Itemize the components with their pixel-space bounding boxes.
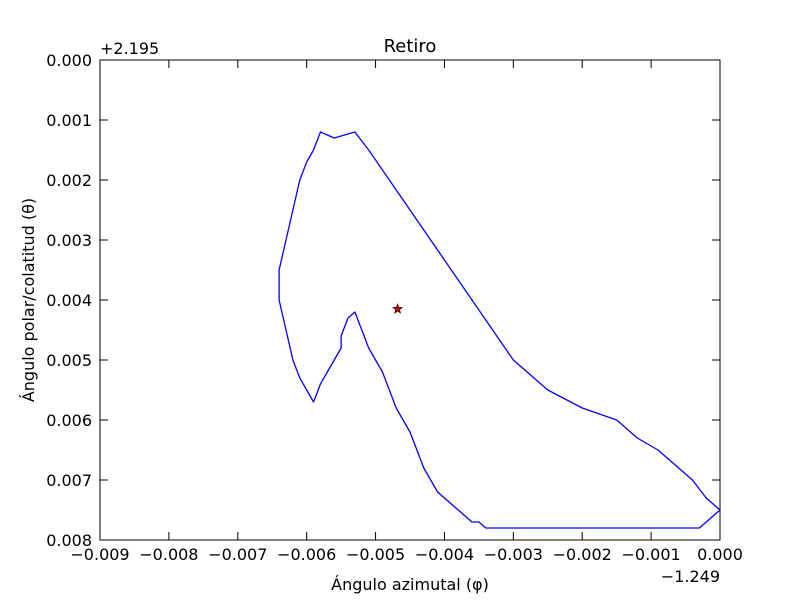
plot-content	[278, 131, 721, 529]
chart-title: Retiro	[384, 36, 437, 57]
x-tick-label: −0.005	[346, 545, 405, 564]
y-axis-label: Ángulo polar/colatitud (θ)	[19, 198, 38, 402]
y-tick-label: 0.002	[46, 171, 92, 190]
y-tick-label: 0.004	[46, 291, 92, 310]
x-tick-label: −0.007	[208, 545, 267, 564]
x-tick-label: −0.003	[484, 545, 543, 564]
y-offset-label: +2.195	[100, 39, 159, 58]
boundary-line	[278, 131, 721, 529]
y-tick-label: 0.007	[46, 471, 92, 490]
star-marker-icon	[392, 303, 404, 314]
x-tick-label: −0.002	[553, 545, 612, 564]
x-tick-label: −0.006	[277, 545, 336, 564]
y-tick-label: 0.001	[46, 111, 92, 130]
y-tick-label: 0.003	[46, 231, 92, 250]
y-tick-label: 0.008	[46, 531, 92, 550]
x-axis-ticks: −0.009 −0.008 −0.007 −0.006 −0.005 −0.004 −0.0…	[70, 60, 743, 564]
y-tick-label: 0.000	[46, 51, 92, 70]
x-axis-label: Ángulo azimutal (φ)	[331, 575, 489, 594]
y-axis-ticks: 0.000 0.001 0.002 0.003 0.004 0.005 0.006 0.007…	[46, 51, 720, 550]
x-tick-label: −0.004	[415, 545, 474, 564]
x-tick-label: −0.009	[70, 545, 129, 564]
y-tick-label: 0.005	[46, 351, 92, 370]
x-tick-label: −0.008	[139, 545, 198, 564]
y-tick-label: 0.006	[46, 411, 92, 430]
plot-frame	[99, 59, 721, 541]
x-tick-label: 0.000	[697, 545, 743, 564]
x-offset-label: −1.249	[661, 567, 720, 586]
x-tick-label: −0.001	[622, 545, 681, 564]
